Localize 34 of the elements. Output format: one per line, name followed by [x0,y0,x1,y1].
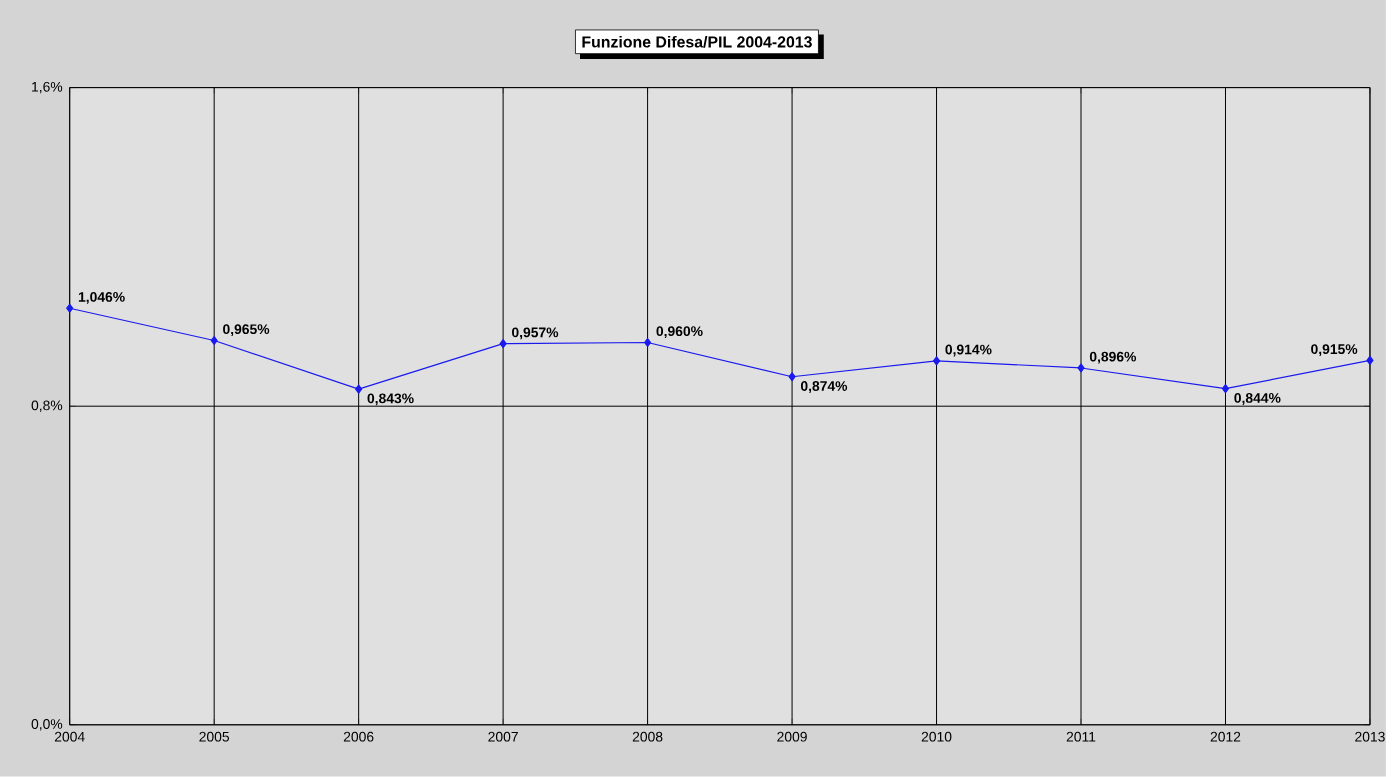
point [788,372,796,382]
data-label: 0,960% [656,326,703,339]
point [210,336,218,346]
x-tick-label: 2010 [921,732,952,742]
x-tick-label: 2011 [1066,732,1096,742]
point [1366,356,1374,366]
point [932,356,941,366]
data-label: 0,957% [512,327,559,340]
y-tick-label: 0,0% [31,719,63,731]
data-label: 0,844% [1234,393,1281,406]
point [499,339,507,349]
x-tick-label: 2004 [54,732,85,742]
x-tick-label: 2007 [488,732,518,742]
data-label: 0,965% [223,324,270,337]
data-label: 0,843% [367,393,414,406]
x-tick-label: 2013 [1355,732,1385,742]
point [1221,384,1230,394]
x-tick-label: 2006 [343,732,374,742]
data-label: 0,874% [800,381,848,394]
x-tick-label: 2005 [199,732,230,742]
data-label: 0,914% [945,344,992,357]
point [355,384,363,394]
data-label: 1,046% [78,292,125,305]
point [644,338,652,348]
data-label: 0,915% [1311,344,1358,357]
y-tick-label: 0,8% [31,400,63,413]
x-tick-label: 2008 [632,732,663,742]
point [1077,363,1085,373]
data-label: 0,896% [1089,352,1137,364]
chart-title: Funzione Difesa/PIL 2004-2013 [582,36,812,48]
x-tick-label: 2009 [777,732,807,742]
x-tick-label: 2012 [1210,732,1241,742]
y-tick-label: 1,6% [32,82,63,94]
point [66,303,74,314]
